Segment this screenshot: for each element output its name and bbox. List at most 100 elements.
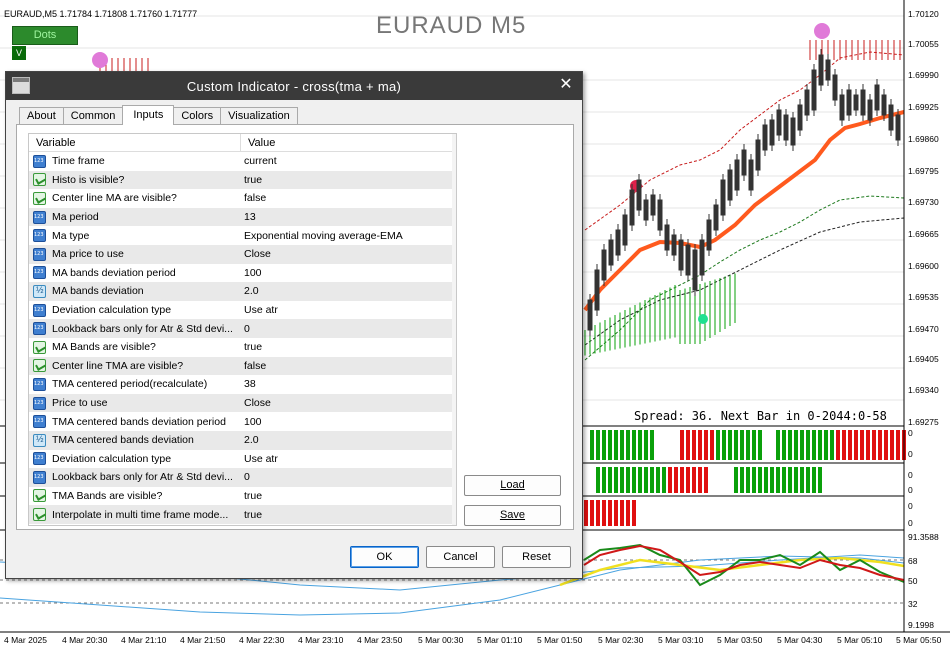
time-tick: 5 Mar 04:30: [777, 635, 823, 645]
histo-bar: [782, 430, 786, 460]
variable-cell: Ma period: [29, 210, 241, 224]
candle-body: [601, 249, 607, 281]
histo-bar: [734, 467, 738, 493]
dialog-titlebar[interactable]: Custom Indicator - cross(tma + ma) ✕: [6, 72, 582, 100]
value-cell[interactable]: false: [244, 192, 267, 205]
symbol-header: EURAUD,M5 1.71784 1.71808 1.71760 1.7177…: [4, 9, 198, 19]
value-cell[interactable]: false: [244, 359, 267, 372]
integer-icon: [33, 396, 46, 410]
pink-dot: [814, 23, 830, 39]
candle-body: [636, 179, 642, 211]
input-row[interactable]: MA bands deviation period 100: [29, 264, 456, 283]
variable-name: Center line TMA are visible?: [52, 359, 184, 372]
tab-visualization[interactable]: Visualization: [220, 107, 298, 125]
histo-bar: [800, 430, 804, 460]
time-axis: 4 Mar 2025 4 Mar 20:30 4 Mar 21:10 4 Mar…: [0, 632, 941, 648]
input-row[interactable]: Center line TMA are visible? false: [29, 356, 456, 376]
histo-bar: [590, 430, 594, 460]
reset-button[interactable]: Reset: [502, 546, 571, 568]
value-cell[interactable]: Use atr: [244, 452, 278, 465]
variable-name: Center line MA are visible?: [52, 192, 177, 205]
tab-common[interactable]: Common: [62, 107, 124, 125]
value-cell[interactable]: 13: [244, 211, 256, 224]
input-row[interactable]: Deviation calculation type Use atr: [29, 450, 456, 469]
input-row[interactable]: Center line MA are visible? false: [29, 189, 456, 208]
input-row[interactable]: Deviation calculation type Use atr: [29, 301, 456, 320]
histo-bar: [884, 430, 888, 460]
load-button[interactable]: Load: [464, 475, 561, 496]
value-cell[interactable]: 100: [244, 415, 262, 428]
variable-name: Ma period: [52, 211, 99, 224]
histo-bar: [848, 430, 852, 460]
histo-bar: [644, 467, 648, 493]
value-cell[interactable]: 0: [244, 471, 250, 484]
value-cell[interactable]: 38: [244, 378, 256, 391]
input-row[interactable]: MA bands deviation 2.0: [29, 282, 456, 301]
candle-body: [895, 114, 901, 141]
variable-cell: Center line TMA are visible?: [29, 359, 241, 373]
histo-bar: [596, 430, 600, 460]
value-cell[interactable]: Use atr: [244, 304, 278, 317]
price-tick: 1.70055: [908, 39, 939, 49]
candle-body: [783, 114, 789, 141]
value-cell[interactable]: 0: [244, 322, 250, 335]
histo-bar: [710, 430, 714, 460]
histo-bar: [686, 467, 690, 493]
variable-cell: Price to use: [29, 396, 241, 410]
histo-bar: [638, 430, 642, 460]
cancel-button[interactable]: Cancel: [426, 546, 495, 568]
value-cell[interactable]: Close: [244, 248, 271, 261]
grid-scrollbar[interactable]: [452, 134, 456, 525]
histo-bar: [746, 467, 750, 493]
value-cell[interactable]: true: [244, 173, 263, 186]
histo-bar: [716, 430, 720, 460]
value-cell[interactable]: Exponential moving average-EMA: [244, 229, 403, 242]
input-row[interactable]: TMA centered period(recalculate) 38: [29, 375, 456, 394]
subwindow-tick: 0: [908, 428, 913, 438]
histo-bar: [698, 430, 702, 460]
input-row[interactable]: Ma period 13: [29, 207, 456, 227]
ok-button[interactable]: OK: [350, 546, 419, 568]
value-cell[interactable]: true: [244, 489, 263, 502]
value-cell[interactable]: Close: [244, 397, 271, 410]
dots-button[interactable]: Dots: [12, 26, 78, 45]
value-cell[interactable]: current: [244, 155, 277, 168]
value-cell[interactable]: 100: [244, 266, 262, 279]
tab-inputs[interactable]: Inputs: [122, 105, 175, 125]
input-row[interactable]: Lookback bars only for Atr & Std devi...…: [29, 319, 456, 338]
v-button[interactable]: V: [12, 46, 26, 60]
histo-bar: [740, 430, 744, 460]
value-cell[interactable]: 2.0: [244, 285, 259, 298]
histo-bar: [656, 467, 660, 493]
input-row[interactable]: TMA Bands are visible? true: [29, 487, 456, 506]
histo-bar: [602, 467, 606, 493]
save-button[interactable]: Save: [464, 505, 561, 526]
variable-column-header[interactable]: Variable: [29, 134, 241, 151]
input-row[interactable]: Time frame current: [29, 152, 456, 171]
input-row[interactable]: Ma price to use Close: [29, 244, 456, 264]
input-row[interactable]: Interpolate in multi time frame mode... t…: [29, 505, 456, 524]
input-row[interactable]: Histo is visible? true: [29, 170, 456, 190]
value-cell[interactable]: true: [244, 508, 263, 521]
histo-bar: [872, 430, 876, 460]
histo-bar: [806, 430, 810, 460]
input-row[interactable]: Lookback bars only for Atr & Std devi...…: [29, 468, 456, 487]
input-row[interactable]: MA Bands are visible? true: [29, 338, 456, 357]
value-cell[interactable]: true: [244, 341, 263, 354]
candle-body: [608, 239, 614, 266]
integer-icon: [33, 415, 46, 429]
histo-bar: [614, 467, 618, 493]
histo-bar: [794, 430, 798, 460]
histo-bar: [620, 430, 624, 460]
value-column-header[interactable]: Value: [248, 137, 276, 149]
input-row[interactable]: Price to use Close: [29, 393, 456, 413]
input-row[interactable]: Ma type Exponential moving average-EMA: [29, 226, 456, 245]
input-row[interactable]: TMA centered bands deviation period 100: [29, 412, 456, 431]
tab-colors[interactable]: Colors: [173, 107, 222, 125]
histo-bar: [776, 430, 780, 460]
oscillator-tick: 91.3588: [908, 532, 939, 542]
tab-about[interactable]: About: [19, 107, 64, 125]
value-cell[interactable]: 2.0: [244, 434, 259, 447]
input-row[interactable]: TMA centered bands deviation 2.0: [29, 430, 456, 450]
close-icon[interactable]: ✕: [559, 76, 573, 93]
